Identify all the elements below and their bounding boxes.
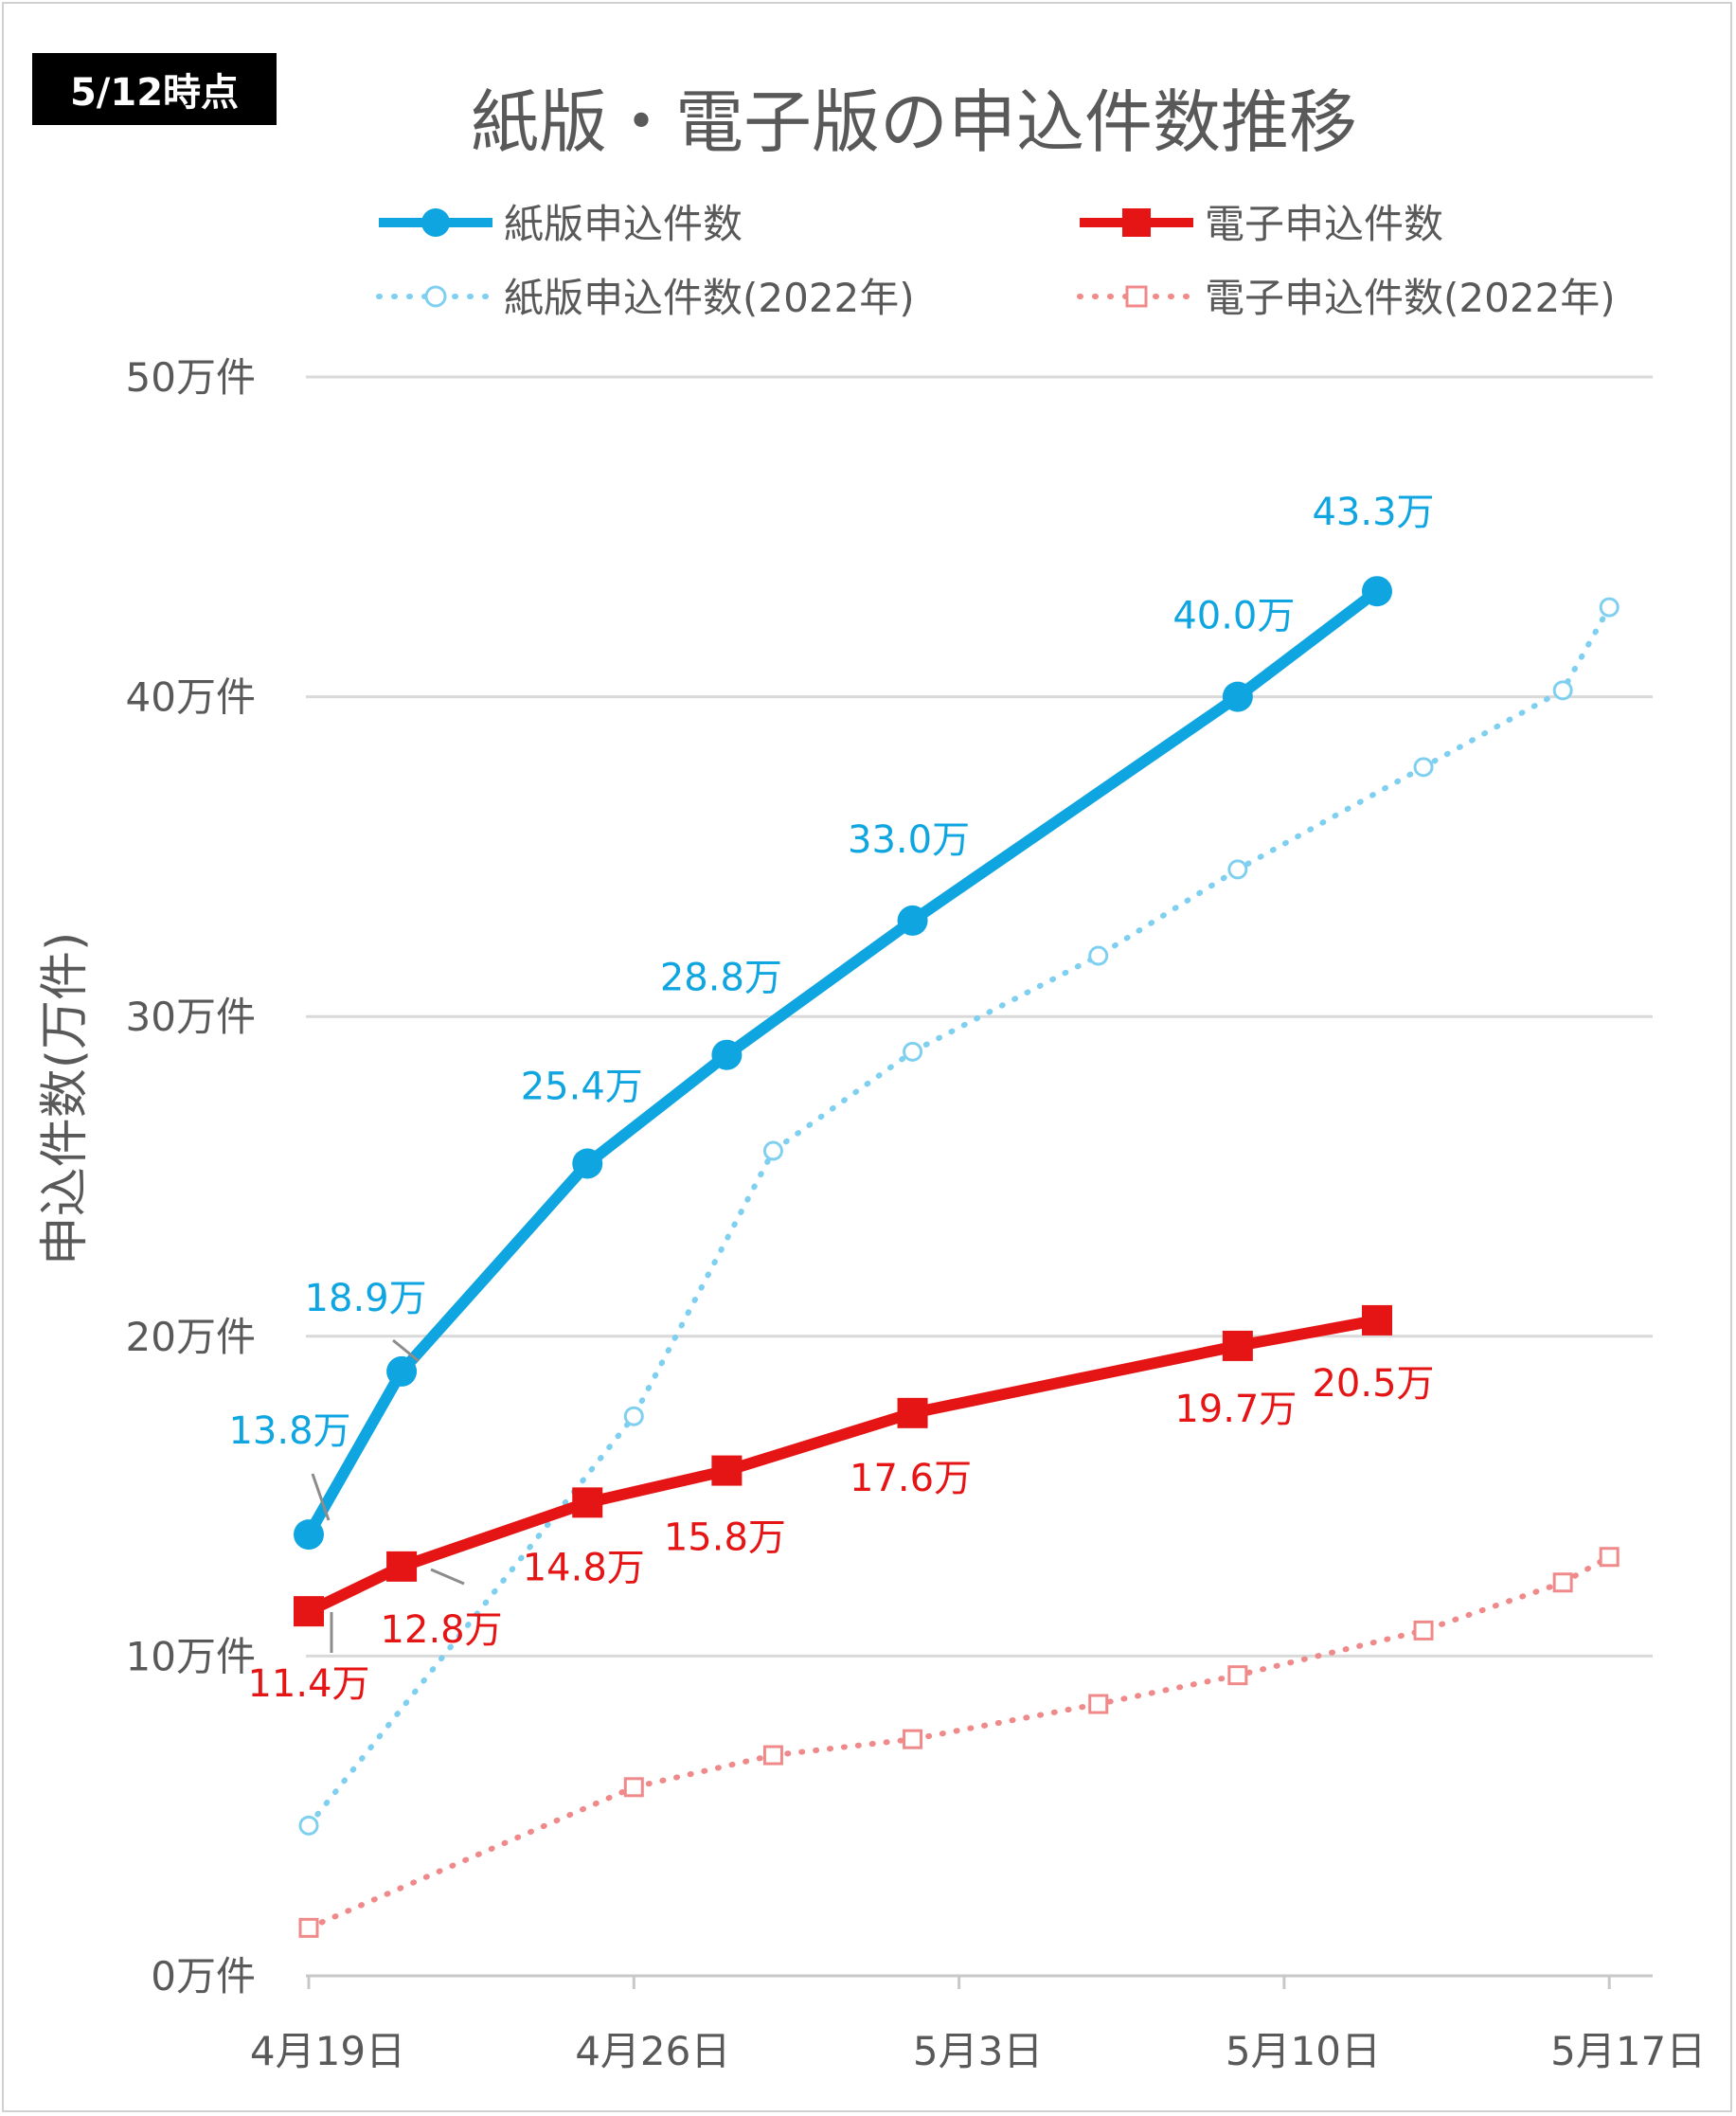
x-tick-label: 5月3日	[913, 2028, 1043, 2074]
data-label-paper: 28.8万	[660, 957, 782, 1000]
x-tick-label: 5月10日	[1226, 2028, 1381, 2074]
data-point	[762, 1745, 783, 1766]
data-point	[623, 1777, 644, 1798]
data-point	[1088, 945, 1109, 966]
chart-title: 紙版・電子版の申込件数推移	[470, 82, 1357, 162]
data-label-paper: 43.3万	[1312, 491, 1434, 534]
legend-label: 紙版申込件数	[504, 201, 743, 247]
y-tick-label: 50万件	[126, 354, 256, 401]
data-point	[1599, 597, 1620, 618]
leader-line	[430, 1568, 465, 1586]
data-point	[623, 1406, 644, 1426]
data-point	[572, 1487, 603, 1518]
data-point	[1552, 1572, 1573, 1593]
data-label-digital: 14.8万	[523, 1546, 645, 1589]
series-line	[306, 604, 1613, 1829]
data-label-paper: 13.8万	[228, 1409, 350, 1453]
legend-label: 紙版申込件数(2022年)	[504, 275, 915, 321]
data-point	[294, 1596, 324, 1627]
data-label-paper: 40.0万	[1172, 595, 1295, 638]
data-label-paper: 25.4万	[521, 1065, 643, 1108]
legend-marker	[421, 208, 450, 237]
leader-line	[392, 1338, 420, 1363]
data-point	[897, 905, 928, 936]
data-label-paper: 33.0万	[848, 818, 970, 862]
data-point	[298, 1917, 319, 1938]
data-point	[1227, 859, 1248, 880]
y-axis-title: 申込件数(万件)	[37, 932, 94, 1266]
legend-label: 電子申込件数(2022年)	[1205, 275, 1616, 321]
data-point	[1361, 576, 1392, 607]
y-tick-label: 30万件	[126, 994, 256, 1040]
x-tick-label: 4月19日	[250, 2028, 405, 2074]
data-point	[711, 1039, 743, 1070]
data-point	[572, 1148, 603, 1179]
series-line	[306, 1553, 1613, 1931]
data-point	[897, 1397, 928, 1428]
data-point	[1599, 1547, 1620, 1568]
data-point	[1413, 757, 1434, 778]
legend-marker	[1125, 285, 1148, 308]
data-point	[1222, 1330, 1253, 1361]
y-tick-label: 40万件	[126, 674, 256, 721]
data-label-digital: 20.5万	[1312, 1362, 1434, 1406]
leader-line	[311, 1473, 331, 1521]
data-point	[1222, 681, 1253, 712]
data-point	[762, 1140, 783, 1161]
y-tick-label: 20万件	[126, 1314, 256, 1360]
data-point	[903, 1729, 923, 1749]
data-point	[1361, 1304, 1392, 1336]
legend-label: 電子申込件数	[1205, 201, 1443, 247]
data-point	[1552, 680, 1573, 701]
data-label-digital: 11.4万	[247, 1662, 369, 1706]
data-label-digital: 12.8万	[381, 1608, 503, 1652]
data-point	[1088, 1694, 1109, 1714]
legend-marker	[1122, 208, 1151, 237]
data-label-paper: 18.9万	[305, 1277, 427, 1320]
data-point	[903, 1041, 923, 1062]
data-point	[386, 1551, 418, 1582]
date-badge: 5/12時点	[32, 53, 277, 125]
data-point	[1227, 1665, 1248, 1686]
data-point	[294, 1519, 324, 1551]
legend-marker	[424, 285, 447, 308]
x-tick-label: 4月26日	[575, 2028, 730, 2074]
data-point	[386, 1355, 418, 1387]
data-point	[711, 1455, 743, 1486]
data-label-digital: 15.8万	[664, 1516, 786, 1560]
x-tick-label: 5月17日	[1550, 2028, 1706, 2074]
data-label-digital: 17.6万	[850, 1457, 972, 1500]
y-tick-label: 10万件	[126, 1633, 256, 1679]
data-point	[298, 1815, 319, 1836]
data-point	[1413, 1620, 1434, 1641]
y-tick-label: 0万件	[151, 1953, 256, 1999]
data-label-digital: 19.7万	[1174, 1388, 1297, 1431]
series-line	[306, 1314, 1379, 1617]
